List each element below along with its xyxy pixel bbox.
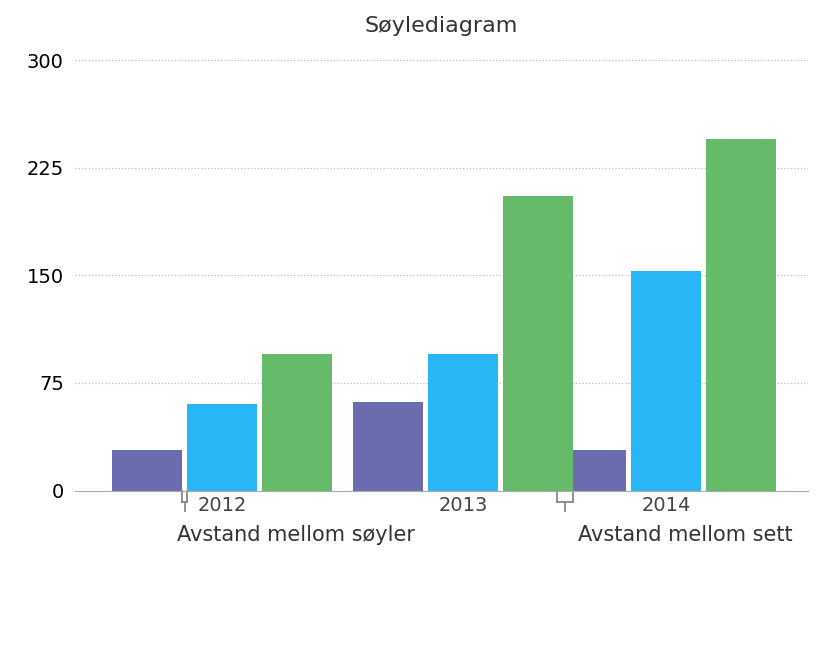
- Bar: [503, 196, 572, 490]
- Text: Avstand mellom søyler: Avstand mellom søyler: [177, 525, 415, 545]
- Bar: [353, 402, 423, 490]
- Title: Søylediagram: Søylediagram: [365, 16, 518, 36]
- Bar: [112, 451, 182, 490]
- Bar: [556, 451, 626, 490]
- Bar: [706, 139, 776, 490]
- Bar: [428, 354, 497, 490]
- Text: Avstand mellom sett: Avstand mellom sett: [578, 525, 792, 545]
- Bar: [187, 404, 257, 490]
- Bar: [262, 354, 332, 490]
- Bar: [631, 271, 701, 490]
